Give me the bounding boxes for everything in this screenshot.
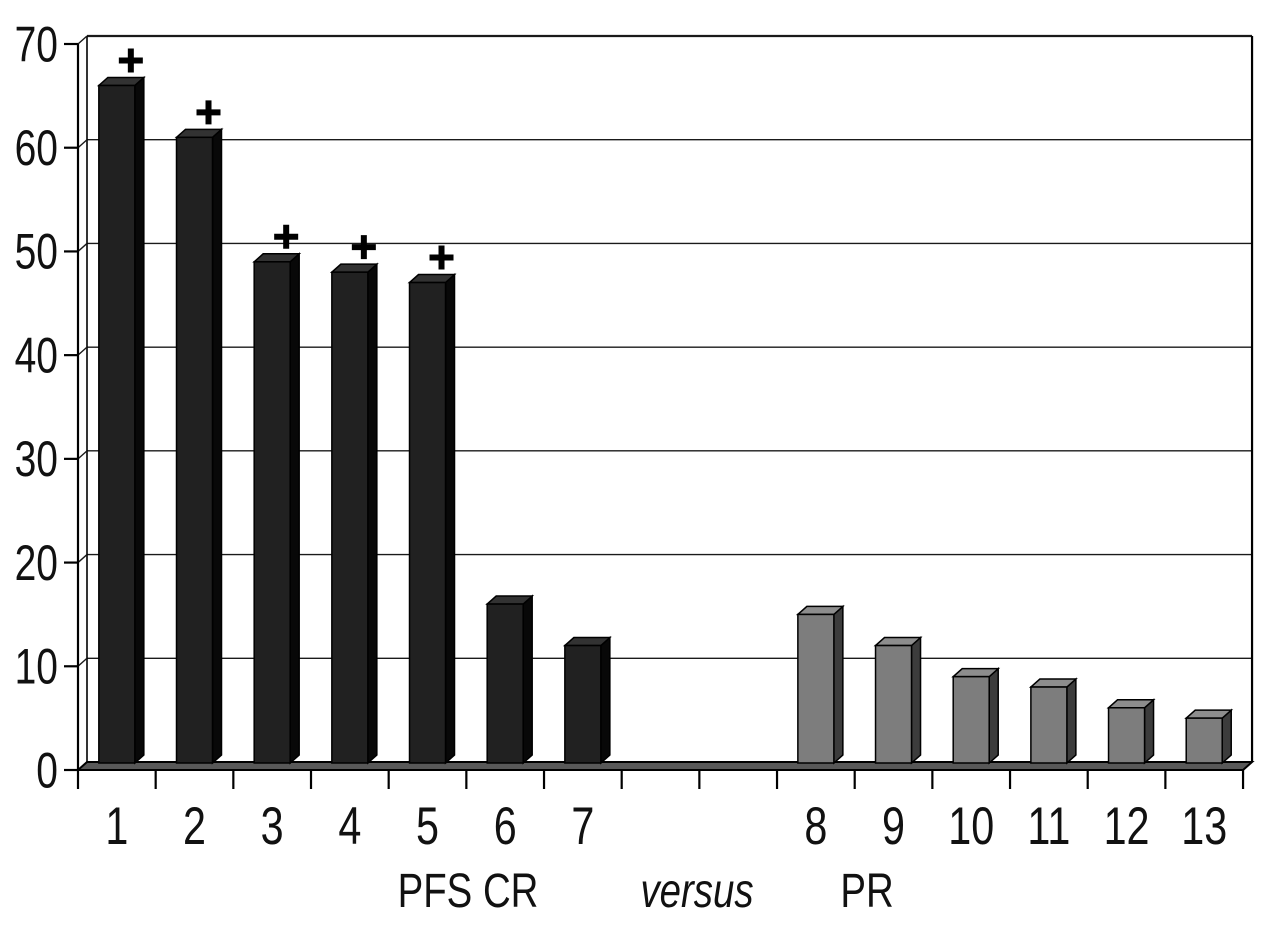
x-tick-label: 13: [1181, 797, 1227, 856]
y-grid-connector: [77, 657, 88, 667]
y-grid-connector: [77, 35, 88, 45]
bar-side-face: [833, 604, 844, 765]
bar: [331, 271, 369, 764]
bar-top-face: [951, 667, 1001, 678]
x-tick-label: 11: [1027, 797, 1070, 856]
bar-top-face: [329, 263, 379, 273]
bar-side-face: [211, 127, 223, 765]
bar: [175, 136, 214, 764]
bar-side-face: [1143, 698, 1155, 765]
y-grid-connector: [77, 346, 88, 356]
bar-top-face: [1028, 678, 1078, 688]
bar-top-face: [174, 128, 224, 139]
bar-top-face: [252, 253, 302, 263]
bar-side-face: [1066, 677, 1077, 765]
x-tick-label: 5: [416, 797, 439, 856]
y-tick-label: 40: [15, 327, 58, 384]
bar-side-face: [289, 252, 300, 765]
y-tick-label: 50: [15, 223, 58, 280]
x-tick-label: 4: [338, 797, 361, 856]
censored-plus-marker: [274, 224, 299, 249]
x-tick-label: 3: [261, 797, 284, 856]
bar-side-face: [367, 262, 378, 765]
bar-side-face: [600, 635, 611, 765]
x-tick-label: 9: [882, 797, 905, 856]
x-tick-label: 12: [1104, 797, 1150, 856]
y-tick-label: 70: [15, 16, 58, 73]
bar-side-face: [522, 594, 533, 765]
censored-plus-marker: [351, 235, 376, 260]
y-tick-label: 60: [15, 119, 58, 176]
bar: [1030, 686, 1068, 764]
bar: [952, 675, 990, 764]
bar: [1185, 717, 1223, 764]
x-tick-label: 1: [105, 797, 128, 856]
bar-top-face: [1184, 709, 1234, 719]
y-grid-connector: [77, 242, 88, 252]
caption-pfs-cr: PFS CR: [397, 865, 539, 918]
y-grid-connector: [77, 139, 88, 149]
bar-top-face: [795, 605, 845, 616]
censored-plus-marker: [118, 48, 143, 73]
bar-side-face: [910, 635, 922, 765]
y-tick-label: 10: [15, 638, 58, 695]
bar-top-face: [562, 636, 612, 647]
bar-top-face: [96, 76, 146, 87]
x-tick-label: 8: [804, 797, 827, 856]
x-tick-label: 7: [571, 797, 594, 856]
y-tick-label: 30: [15, 430, 58, 487]
bar-side-face: [1221, 708, 1232, 765]
y-grid-connector: [77, 554, 88, 564]
bar: [486, 603, 524, 764]
censored-plus-marker: [196, 100, 221, 125]
y-grid-connector: [77, 450, 88, 460]
bar-top-face: [407, 273, 457, 284]
bar: [253, 261, 291, 764]
x-tick-label: 10: [948, 797, 994, 856]
bar-top-face: [1106, 699, 1156, 709]
censored-plus-marker: [429, 245, 454, 270]
caption-pr: PR: [840, 865, 894, 918]
bar: [1107, 707, 1146, 764]
bar: [564, 644, 602, 764]
caption-versus: versus: [640, 865, 754, 918]
bar-top-face: [485, 595, 535, 605]
bar: [408, 281, 447, 764]
bar-top-face: [873, 636, 923, 647]
y-tick-label: 0: [36, 742, 58, 799]
bar: [98, 84, 136, 764]
bar: [874, 644, 913, 764]
bar-side-face: [988, 666, 999, 765]
x-tick-label: 2: [183, 797, 206, 856]
bar-side-face: [134, 75, 145, 765]
bar-side-face: [444, 272, 456, 765]
x-tick-label: 6: [494, 797, 517, 856]
bar: [797, 613, 835, 764]
y-tick-label: 20: [15, 534, 58, 591]
